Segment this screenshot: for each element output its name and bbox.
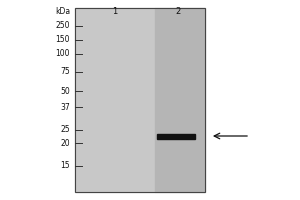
Text: kDa: kDa [55, 7, 70, 17]
Text: 250: 250 [56, 21, 70, 30]
Bar [75, 8, 205, 192]
Text: 2: 2 [176, 6, 181, 16]
Text: 15: 15 [60, 162, 70, 170]
Text: 37: 37 [60, 102, 70, 112]
Bar [75, 8, 155, 192]
Text: 50: 50 [60, 86, 70, 96]
Bar [155, 8, 205, 192]
Text: 150: 150 [56, 36, 70, 45]
Text: 75: 75 [60, 68, 70, 76]
Text: 100: 100 [56, 49, 70, 58]
Text: 1: 1 [112, 6, 118, 16]
Text: 20: 20 [60, 138, 70, 148]
Bar [157, 134, 195, 138]
Text: 25: 25 [60, 126, 70, 134]
